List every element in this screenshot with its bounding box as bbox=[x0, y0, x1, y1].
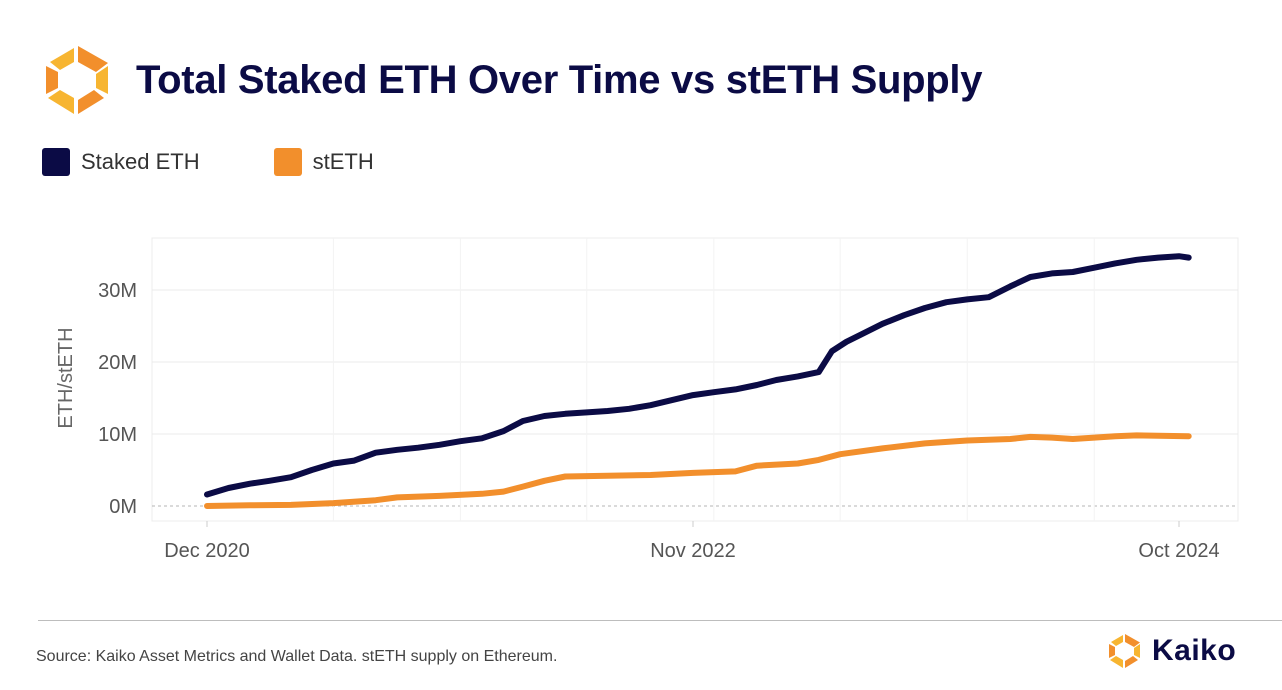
footer-divider bbox=[38, 620, 1282, 621]
logo-segment bbox=[48, 90, 74, 114]
legend-item-steth: stETH bbox=[273, 148, 374, 176]
legend-swatch-steth bbox=[273, 148, 302, 176]
y-tick-label: 30M bbox=[98, 280, 137, 302]
line-chart: 0M 10M 20M 30M Dec 2020 Nov 2022 Oct 2024 ETH/s… bbox=[55, 237, 1239, 562]
kaiko-logo-icon bbox=[46, 46, 108, 114]
logo-segment bbox=[78, 90, 104, 114]
logo-segment bbox=[1125, 634, 1140, 647]
logo-segment bbox=[96, 66, 108, 94]
logo-segment bbox=[1134, 644, 1140, 658]
logo-segment bbox=[1125, 656, 1138, 668]
chart-header: Total Staked ETH Over Time vs stETH Supp… bbox=[40, 42, 982, 118]
legend-item-staked-eth: Staked ETH bbox=[42, 148, 200, 176]
logo-segment bbox=[46, 66, 58, 94]
legend-label-steth: stETH bbox=[312, 149, 374, 174]
logo-segment bbox=[78, 46, 108, 72]
y-tick-label: 20M bbox=[98, 352, 137, 374]
x-tick-label: Nov 2022 bbox=[650, 540, 736, 562]
x-tick-label: Oct 2024 bbox=[1138, 540, 1219, 562]
plot-frame bbox=[151, 237, 1239, 522]
logo-segment bbox=[50, 48, 74, 70]
y-axis-label: ETH/stETH bbox=[55, 327, 77, 428]
series-line-staked-eth bbox=[204, 253, 1192, 498]
chart-title: Total Staked ETH Over Time vs stETH Supp… bbox=[136, 57, 983, 102]
legend: Staked ETH stETH bbox=[42, 148, 448, 176]
brand: Kaiko bbox=[1106, 632, 1236, 670]
brand-name: Kaiko bbox=[1152, 634, 1237, 667]
logo-segment bbox=[1109, 644, 1115, 658]
series-line-steth-supply bbox=[204, 432, 1192, 509]
x-tick-label: Dec 2020 bbox=[164, 540, 250, 562]
y-tick-label: 0M bbox=[109, 496, 137, 518]
y-tick-label: 10M bbox=[98, 424, 137, 446]
legend-swatch-staked-eth bbox=[42, 148, 70, 176]
logo-segment bbox=[1110, 656, 1123, 668]
logo-segment bbox=[1111, 635, 1123, 646]
legend-label-staked-eth: Staked ETH bbox=[81, 149, 200, 174]
kaiko-brand-icon bbox=[1109, 634, 1140, 668]
source-note: Source: Kaiko Asset Metrics and Wallet D… bbox=[36, 648, 558, 665]
